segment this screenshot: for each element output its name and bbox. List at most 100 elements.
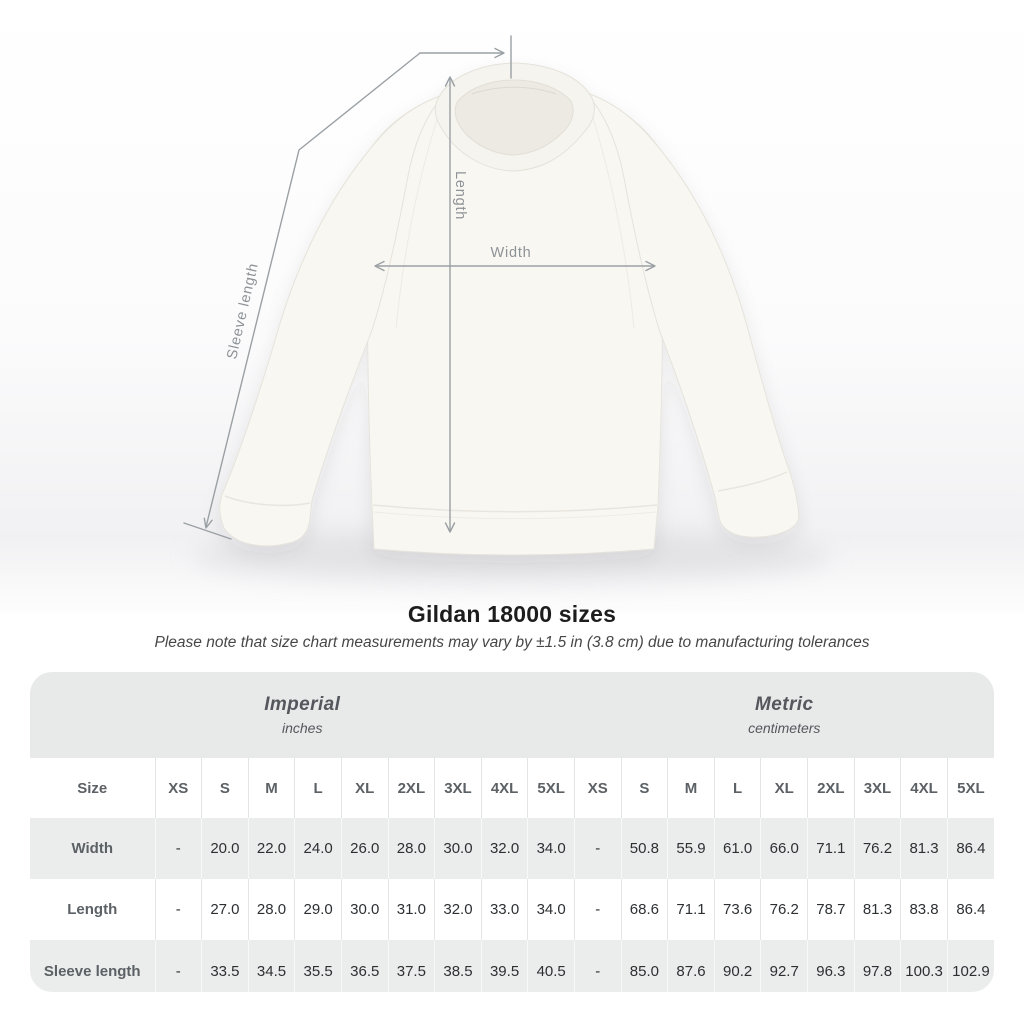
size-chart-table: Imperial inches Metric centimeters Size … <box>30 672 994 992</box>
neck-seam <box>471 86 557 95</box>
sleeve-arrowhead-end <box>203 517 213 529</box>
value-cell: 34.5 <box>247 940 295 992</box>
value-cell: 61.0 <box>713 818 761 879</box>
value-cell: 81.3 <box>853 879 901 940</box>
metric-unit: centimeters <box>748 720 821 736</box>
value-cell: 87.6 <box>667 940 715 992</box>
size-header: 4XL <box>900 758 948 818</box>
sweatshirt-illustration: Length Width Sleeve length <box>0 0 1024 612</box>
row-label: Sleeve length <box>30 940 155 992</box>
metric-title: Metric <box>755 694 814 715</box>
size-header: M <box>247 758 295 818</box>
product-photo: Length Width Sleeve length <box>0 0 1024 612</box>
table-row-sleeve-length: Sleeve length - 33.5 34.5 35.5 36.5 37.5… <box>30 940 994 992</box>
length-arrowhead-bottom <box>444 522 456 533</box>
value-cell: 30.0 <box>434 818 482 879</box>
value-cell: 96.3 <box>807 940 855 992</box>
value-cell: - <box>154 818 202 879</box>
row-label: Length <box>30 879 155 940</box>
size-header: 3XL <box>434 758 482 818</box>
size-header: XS <box>154 758 202 818</box>
value-cell: 34.0 <box>527 879 575 940</box>
value-cell: 36.5 <box>340 940 389 992</box>
value-cell: 97.8 <box>853 940 901 992</box>
row-label: Width <box>30 818 155 879</box>
value-cell: 76.2 <box>760 879 808 940</box>
size-header: M <box>667 758 715 818</box>
floor-shadow <box>192 530 832 582</box>
sleeve-arrowhead-right <box>494 47 505 59</box>
value-cell: - <box>154 940 202 992</box>
value-cell: 20.0 <box>201 818 249 879</box>
size-header: 3XL <box>853 758 901 818</box>
size-header: 2XL <box>807 758 855 818</box>
value-cell: 30.0 <box>340 879 389 940</box>
value-cell: 26.0 <box>340 818 389 879</box>
value-cell: 83.8 <box>900 879 948 940</box>
value-cell: 66.0 <box>760 818 808 879</box>
value-cell: 73.6 <box>713 879 761 940</box>
value-cell: 39.5 <box>480 940 528 992</box>
table-row-length: Length - 27.0 28.0 29.0 30.0 31.0 32.0 3… <box>30 879 994 940</box>
value-cell: 81.3 <box>900 818 948 879</box>
value-cell: 85.0 <box>620 940 668 992</box>
size-header-row: Size XS S M L XL 2XL 3XL 4XL 5XL XS S M … <box>30 758 994 818</box>
value-cell: 28.0 <box>387 818 435 879</box>
imperial-unit: inches <box>282 720 323 736</box>
value-cell: 31.0 <box>387 879 435 940</box>
value-cell: 29.0 <box>294 879 342 940</box>
value-cell: 100.3 <box>900 940 948 992</box>
right-cuff-seam <box>717 471 788 492</box>
left-armhole-seam <box>395 97 445 329</box>
measurement-lines <box>183 35 656 540</box>
value-cell: 78.7 <box>807 879 855 940</box>
value-cell: 68.6 <box>620 879 668 940</box>
value-cell: 71.1 <box>667 879 715 940</box>
value-cell: 27.0 <box>201 879 249 940</box>
size-header: 4XL <box>480 758 528 818</box>
value-cell: 71.1 <box>807 818 855 879</box>
size-col-header: Size <box>30 758 155 818</box>
size-header: L <box>713 758 761 818</box>
width-arrowhead-right <box>645 260 656 272</box>
value-cell: 34.0 <box>527 818 575 879</box>
size-header: XL <box>760 758 808 818</box>
waistband-seam-2 <box>373 511 657 520</box>
right-armhole-seam <box>585 95 635 329</box>
size-header: XL <box>340 758 389 818</box>
sleeve-length-line <box>205 52 421 528</box>
value-cell: 24.0 <box>294 818 342 879</box>
size-header: 2XL <box>387 758 435 818</box>
value-cell: 33.5 <box>201 940 249 992</box>
imperial-title: Imperial <box>264 694 341 715</box>
value-cell: 28.0 <box>247 879 295 940</box>
table-row-width: Width - 20.0 22.0 24.0 26.0 28.0 30.0 32… <box>30 818 994 879</box>
value-cell: 37.5 <box>387 940 435 992</box>
metric-header: Metric centimeters <box>574 672 994 758</box>
right-sleeve <box>583 91 800 538</box>
length-label: Length <box>452 171 468 220</box>
imperial-header: Imperial inches <box>30 672 575 758</box>
value-cell: 90.2 <box>713 940 761 992</box>
size-chart: Imperial inches Metric centimeters Size … <box>30 672 994 992</box>
value-cell: 76.2 <box>853 818 901 879</box>
sleeve-end-tick <box>183 522 232 540</box>
value-cell: 92.7 <box>760 940 808 992</box>
left-sleeve <box>219 93 447 547</box>
width-arrowhead-left <box>374 260 385 272</box>
size-header: 5XL <box>946 758 994 818</box>
garment <box>219 62 800 556</box>
value-cell: 35.5 <box>294 940 342 992</box>
left-cuff-seam <box>224 495 311 507</box>
size-header: S <box>201 758 249 818</box>
tolerance-note: Please note that size chart measurements… <box>154 634 870 651</box>
waistband-seam <box>372 504 658 513</box>
value-cell: 86.4 <box>946 879 994 940</box>
length-arrowhead-top <box>444 76 456 87</box>
value-cell: 86.4 <box>946 818 994 879</box>
collar-inner <box>454 79 574 156</box>
value-cell: - <box>154 879 202 940</box>
value-cell: 50.8 <box>620 818 668 879</box>
value-cell: 22.0 <box>247 818 295 879</box>
value-cell: 40.5 <box>527 940 575 992</box>
